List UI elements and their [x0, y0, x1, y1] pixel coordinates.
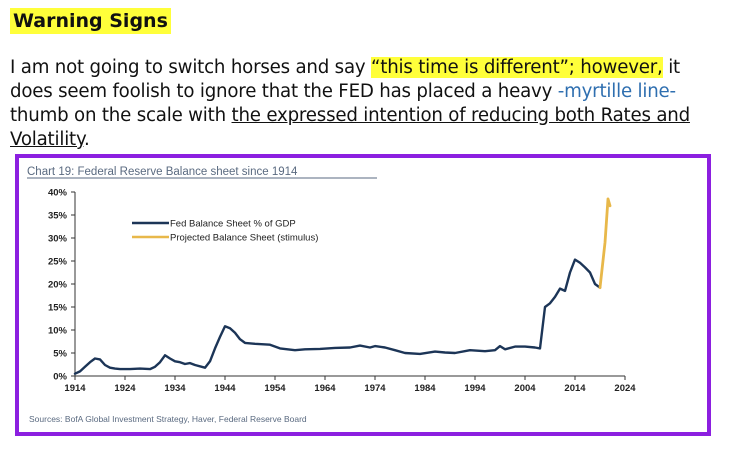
legend: Fed Balance Sheet % of GDP Projected Bal…	[132, 219, 318, 244]
series-line-projected-balance-sheet	[598, 197, 612, 290]
y-tick-label: 25%	[48, 257, 68, 268]
para-underlined: the expressed intention of reducing both…	[10, 105, 690, 150]
series-layer	[73, 197, 612, 375]
y-tick-label: 0%	[53, 372, 67, 383]
body-paragraph: I am not going to switch horses and say …	[10, 56, 725, 152]
chart-frame: Chart 19: Federal Reserve Balance sheet …	[15, 154, 711, 436]
y-tick-label: 35%	[48, 211, 68, 222]
para-end: .	[83, 129, 90, 150]
x-tick-label: 2024	[614, 383, 636, 394]
y-tick-label: 15%	[48, 303, 68, 314]
para-quote-highlight: “this time is different”; however,	[371, 57, 663, 78]
axes-layer: 0% 5% 10% 15% 20% 25% 30% 35% 40% 1914 1924 1934 194…	[48, 188, 636, 395]
x-tick-label: 2004	[514, 383, 536, 394]
chart-title: Chart 19: Federal Reserve Balance sheet …	[27, 166, 298, 178]
legend-label-projected: Projected Balance Sheet (stimulus)	[170, 233, 318, 244]
x-tick-label: 1964	[314, 383, 336, 394]
heading: Warning Signs	[10, 8, 171, 34]
x-tick-label: 1994	[464, 383, 486, 394]
y-tick-label: 40%	[48, 188, 68, 199]
y-tick-label: 5%	[53, 349, 67, 360]
x-tick-label: 1944	[214, 383, 236, 394]
x-tick-label: 1984	[414, 383, 436, 394]
x-tick-label: 1924	[114, 383, 136, 394]
para-text-2: it does seem foolish to ignore that the …	[10, 57, 680, 102]
y-tick-label: 20%	[48, 280, 68, 291]
y-tick-label: 10%	[48, 326, 68, 337]
x-tick-label: 1954	[264, 383, 286, 394]
chart-source: Sources: BofA Global Investment Strategy…	[29, 414, 307, 424]
series-line-fed-balance-sheet	[73, 258, 602, 375]
x-tick-label: 1974	[364, 383, 386, 394]
x-tick-label: 1914	[64, 383, 86, 394]
legend-label-fed: Fed Balance Sheet % of GDP	[170, 219, 296, 230]
x-tick-label: 2014	[564, 383, 586, 394]
y-tick-label: 30%	[48, 234, 68, 245]
x-tick-label: 1934	[164, 383, 186, 394]
chart-svg: Chart 19: Federal Reserve Balance sheet …	[27, 166, 636, 424]
para-text-3: thumb on the scale with	[10, 105, 232, 126]
para-text-1: I am not going to switch horses and say	[10, 57, 372, 78]
para-blue-term: -myrtille line-	[557, 81, 676, 102]
